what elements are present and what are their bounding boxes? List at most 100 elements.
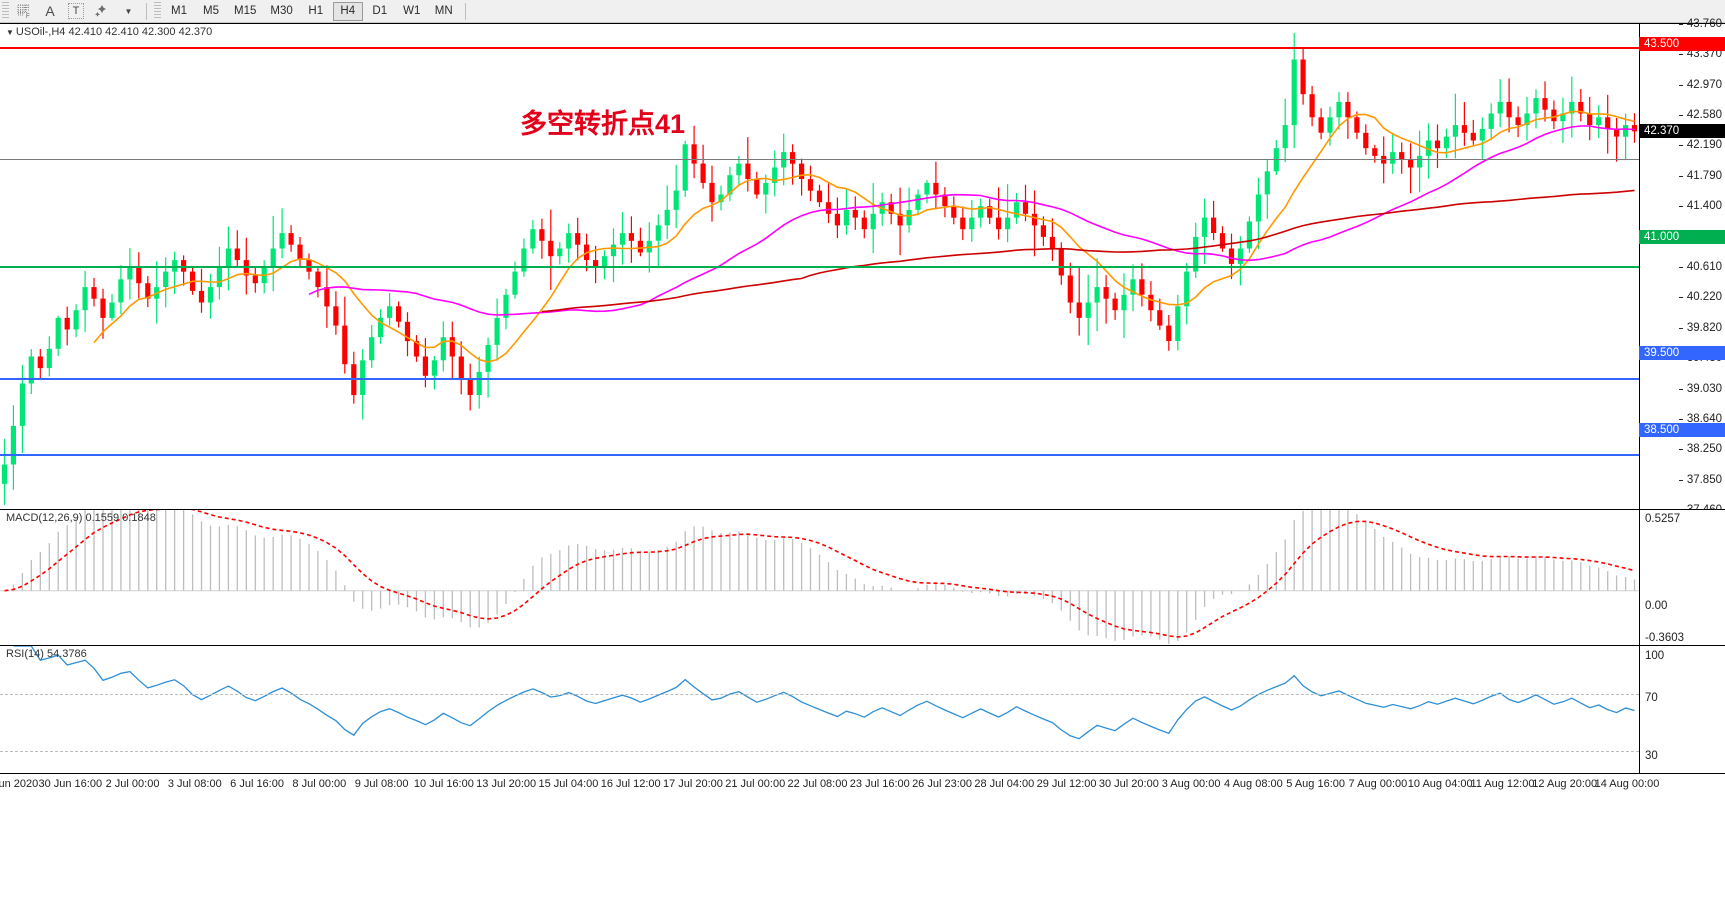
time-label-6: 9 Jul 08:00 bbox=[354, 778, 409, 790]
candlestick-series bbox=[1, 32, 1638, 505]
price-tick-41-790: 41.790 bbox=[1678, 170, 1722, 182]
time-label-5: 8 Jul 00:00 bbox=[292, 778, 347, 790]
rsi-tick-100: 100 bbox=[1645, 650, 1665, 662]
chart-annotation: 多空转折点41 bbox=[520, 109, 686, 139]
text-label-icon[interactable]: T bbox=[63, 1, 89, 22]
price-tick-38-640: 38.640 bbox=[1678, 413, 1722, 425]
crosshair-f-icon[interactable]: F bbox=[11, 1, 37, 22]
timeframe-w1[interactable]: W1 bbox=[403, 5, 421, 17]
time-label-26: 14 Aug 00:00 bbox=[1594, 778, 1660, 790]
price-tick-42-580: 42.580 bbox=[1678, 109, 1722, 121]
time-label-4: 6 Jul 16:00 bbox=[230, 778, 284, 790]
rsi-indicator-label: RSI(14) 54.3786 bbox=[6, 648, 87, 660]
rsi-axis[interactable]: 100 70 30 bbox=[1639, 646, 1725, 773]
time-label-2: 2 Jul 00:00 bbox=[105, 778, 160, 790]
price-pane[interactable]: 多空转折点41 43.760 43.370 42.970 42.580 42.190 41… bbox=[0, 18, 1725, 516]
time-label-1: 30 Jun 16:00 bbox=[38, 778, 103, 790]
price-tick-40-220: 40.220 bbox=[1678, 291, 1722, 303]
price-tick-43-760: 43.760 bbox=[1678, 18, 1722, 30]
time-label-22: 7 Aug 00:00 bbox=[1348, 778, 1408, 790]
time-label-11: 17 Jul 20:00 bbox=[662, 778, 723, 790]
time-label-10: 16 Jul 12:00 bbox=[600, 778, 661, 790]
macd-indicator-label: MACD(12,26,9) 0.1559 0.1848 bbox=[6, 512, 156, 524]
time-label-18: 30 Jul 20:00 bbox=[1098, 778, 1159, 790]
time-label-16: 28 Jul 04:00 bbox=[974, 778, 1035, 790]
timeframe-d1[interactable]: D1 bbox=[372, 5, 388, 17]
price-tick-43-370: 43.370 bbox=[1678, 48, 1722, 60]
rsi-plot[interactable] bbox=[0, 646, 1639, 773]
rsi-series bbox=[13, 646, 1635, 740]
price-tick-37-850: 37.850 bbox=[1678, 474, 1722, 486]
timeframe-h4[interactable]: H4 bbox=[332, 1, 363, 21]
level-line-41000 bbox=[0, 266, 1639, 268]
price-plot[interactable]: 多空转折点41 bbox=[0, 24, 1639, 509]
macd-tick-03603: -0.3603 bbox=[1645, 632, 1685, 644]
time-label-9: 15 Jul 04:00 bbox=[538, 778, 599, 790]
time-label-25: 12 Aug 20:00 bbox=[1532, 778, 1598, 790]
timeframe-m1[interactable]: M1 bbox=[171, 5, 187, 17]
price-badge-42-370: 42.370 bbox=[1639, 124, 1725, 139]
macd-tick-000: 0.00 bbox=[1645, 600, 1668, 612]
timeframe-m30[interactable]: M30 bbox=[270, 5, 293, 17]
price-tick-38-250: 38.250 bbox=[1678, 443, 1722, 455]
macd-plot[interactable] bbox=[0, 510, 1639, 645]
time-label-23: 10 Aug 04:00 bbox=[1407, 778, 1473, 790]
timeframe-group: M1 M5 M15 M30 H1 H4 D1 W1 MN bbox=[163, 1, 460, 21]
toolbar-grip[interactable] bbox=[2, 2, 9, 20]
time-label-8: 13 Jul 20:00 bbox=[476, 778, 537, 790]
chart-frame: 多空转折点41 43.760 43.370 42.970 42.580 42.190 41… bbox=[0, 18, 1725, 897]
rsi-tick-30: 30 bbox=[1645, 750, 1658, 762]
svg-text:F: F bbox=[26, 14, 30, 19]
price-tick-39-820: 39.820 bbox=[1678, 322, 1722, 334]
price-tick-39-030: 39.030 bbox=[1678, 383, 1722, 395]
level-line-38500 bbox=[0, 454, 1639, 456]
rsi-level-30 bbox=[0, 751, 1639, 752]
main-toolbar: F A T ▼ M1 M5 M15 M30 H1 H4 D1 W1 MN bbox=[0, 0, 1725, 23]
price-axis[interactable]: 43.760 43.370 42.970 42.580 42.190 41.790 41.4… bbox=[1639, 18, 1725, 516]
timeframe-m15[interactable]: M15 bbox=[234, 5, 257, 17]
time-label-13: 22 Jul 08:00 bbox=[787, 778, 848, 790]
collapse-arrow-icon[interactable]: ▼ bbox=[6, 28, 14, 37]
timeframe-h1[interactable]: H1 bbox=[308, 5, 324, 17]
price-badge-38-500: 38.500 bbox=[1639, 422, 1725, 437]
time-label-12: 21 Jul 00:00 bbox=[725, 778, 786, 790]
timeframe-m5[interactable]: M5 bbox=[203, 5, 219, 17]
price-badge-39-500: 39.500 bbox=[1639, 345, 1725, 360]
price-badge-43-500: 43.500 bbox=[1639, 37, 1725, 52]
rsi-pane[interactable]: 100 70 30 RSI(14) 54.3786 bbox=[0, 646, 1725, 774]
timeframe-grip[interactable] bbox=[154, 2, 161, 20]
toolbar-divider-2 bbox=[464, 2, 466, 20]
time-label-14: 23 Jul 16:00 bbox=[849, 778, 910, 790]
macd-pane[interactable]: 0.5257 0.00 -0.3603 MACD(12,26,9) 0.1559 0… bbox=[0, 510, 1725, 646]
time-label-24: 11 Aug 12:00 bbox=[1470, 778, 1535, 790]
chevron-down-icon[interactable]: ▼ bbox=[124, 6, 133, 16]
price-tick-42-970: 42.970 bbox=[1678, 79, 1722, 91]
price-tick-40-610: 40.610 bbox=[1678, 261, 1722, 273]
macd-axis[interactable]: 0.5257 0.00 -0.3603 bbox=[1639, 510, 1725, 645]
macd-series bbox=[0, 510, 1639, 644]
time-label-3: 3 Jul 08:00 bbox=[167, 778, 222, 790]
symbol-info-text: USOil-,H4 42.410 42.410 42.300 42.370 bbox=[15, 26, 213, 38]
price-badge-41-000: 41.000 bbox=[1639, 229, 1725, 244]
time-label-19: 3 Aug 00:00 bbox=[1161, 778, 1221, 790]
level-line-39500 bbox=[0, 378, 1639, 380]
price-tick-41-400: 41.400 bbox=[1678, 200, 1722, 212]
toolbar-divider bbox=[146, 2, 147, 20]
time-label-7: 10 Jul 16:00 bbox=[413, 778, 474, 790]
time-label-21: 5 Aug 16:00 bbox=[1286, 778, 1346, 790]
rsi-tick-70: 70 bbox=[1645, 692, 1658, 704]
objects-icon[interactable] bbox=[89, 1, 115, 22]
price-tick-42-190: 42.190 bbox=[1678, 139, 1722, 151]
time-label-17: 29 Jul 12:00 bbox=[1036, 778, 1097, 790]
time-label-0: 29 Jun 2020 bbox=[0, 778, 39, 790]
timeframe-mn[interactable]: MN bbox=[434, 5, 453, 17]
level-line-43500 bbox=[0, 47, 1639, 49]
rsi-level-70 bbox=[0, 694, 1639, 695]
macd-tick-05257: 0.5257 bbox=[1645, 513, 1681, 525]
text-a-icon[interactable]: A bbox=[45, 3, 55, 19]
time-label-15: 26 Jul 23:00 bbox=[912, 778, 972, 790]
time-label-20: 4 Aug 08:00 bbox=[1224, 778, 1283, 790]
symbol-info-bar: ▼ USOil-,H4 42.410 42.410 42.300 42.370 bbox=[6, 26, 212, 38]
